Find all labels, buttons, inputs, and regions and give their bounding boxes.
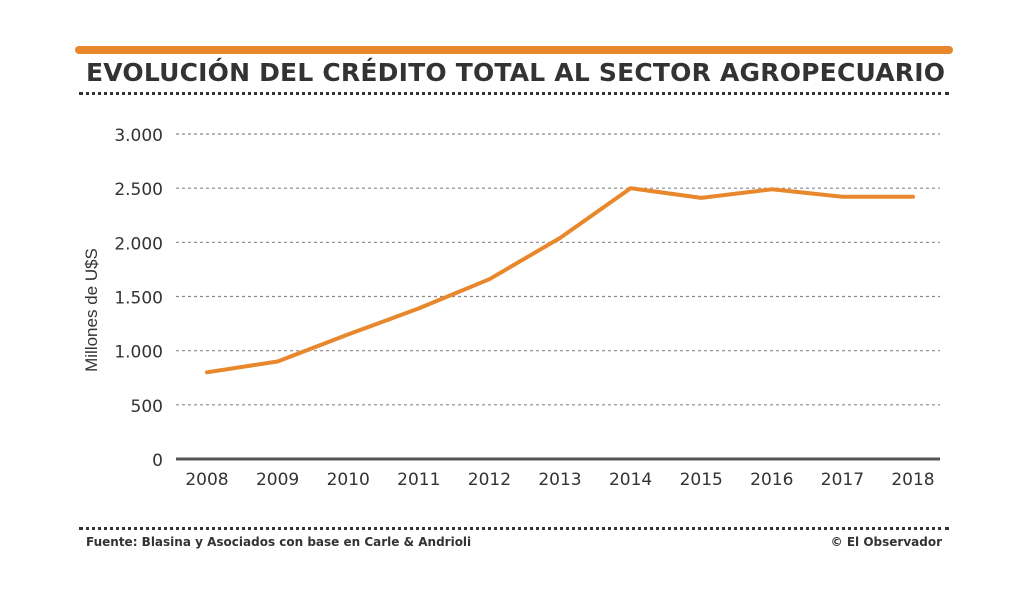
chart-title: EVOLUCIÓN DEL CRÉDITO TOTAL AL SECTOR AG… [86,58,946,87]
x-tick-label: 2012 [468,470,511,490]
x-tick-label: 2008 [185,470,228,490]
top-accent-bar [75,46,953,54]
y-tick-label: 1.500 [114,289,163,309]
title-divider [79,92,949,95]
x-tick-label: 2015 [680,470,723,490]
x-tick-label: 2009 [256,470,299,490]
y-tick-label: 1.000 [114,343,163,363]
y-tick-label: 2.000 [114,234,163,254]
y-tick-label: 3.000 [114,126,163,146]
y-tick-label: 2.500 [114,180,163,200]
x-tick-label: 2016 [750,470,793,490]
x-tick-label: 2013 [538,470,581,490]
y-tick-label: 500 [131,397,163,417]
x-tick-label: 2010 [327,470,370,490]
source-note: Fuente: Blasina y Asociados con base en … [86,535,472,549]
footer-divider [79,527,949,530]
x-tick-label: 2017 [821,470,864,490]
x-tick-label: 2018 [891,470,934,490]
x-tick-label: 2011 [397,470,440,490]
copyright-credit: © El Observador [830,535,942,549]
series-line [205,186,915,375]
y-tick-label: 0 [152,451,163,471]
x-tick-label: 2014 [609,470,652,490]
